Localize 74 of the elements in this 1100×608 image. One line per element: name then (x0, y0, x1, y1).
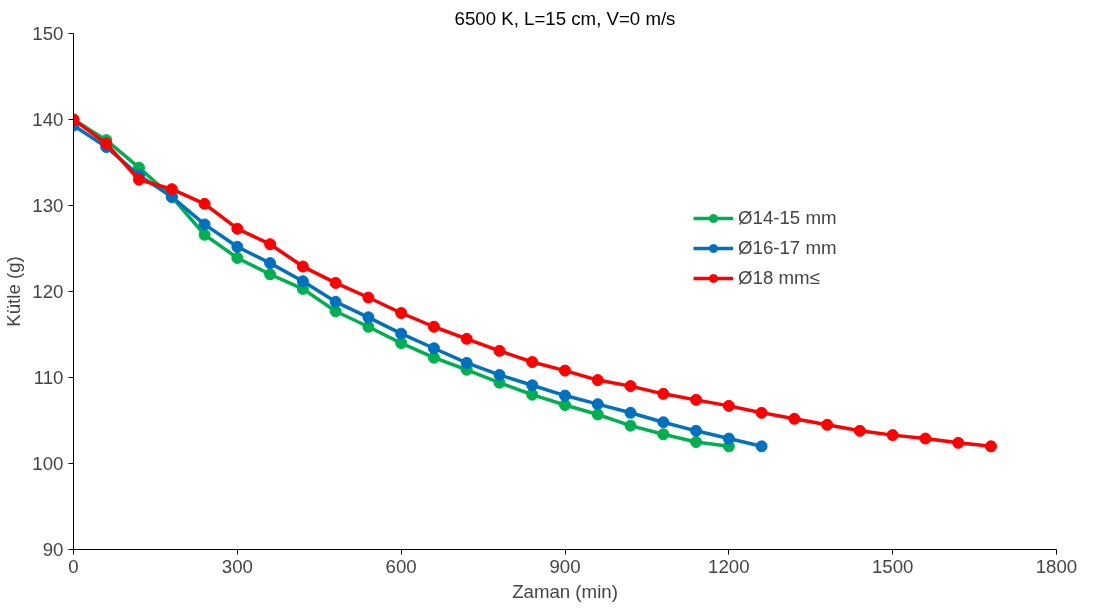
y-tick-label: 120 (32, 281, 64, 302)
point (493, 344, 506, 357)
y-tick-label: 90 (42, 539, 64, 560)
point (395, 307, 408, 319)
point (657, 416, 670, 429)
y-tick-label: 100 (32, 453, 64, 474)
x-tick-label: 600 (385, 555, 417, 577)
point (296, 275, 309, 288)
point (690, 393, 703, 406)
x-tick-label: 900 (549, 555, 581, 577)
point (133, 173, 146, 186)
y-tick-label: 140 (32, 109, 64, 130)
point (984, 440, 997, 453)
point (264, 238, 277, 251)
x-tick-label: 300 (221, 555, 253, 577)
point (853, 424, 866, 437)
point (264, 257, 277, 270)
point (231, 222, 244, 235)
chart-title: 6500 K, L=15 cm, V=0 m/s (454, 7, 676, 29)
point (591, 408, 604, 421)
point (886, 429, 899, 442)
y-tick-label: 130 (32, 195, 64, 216)
point (460, 332, 473, 345)
point (526, 379, 539, 392)
point (493, 368, 506, 381)
point (755, 406, 768, 419)
point (722, 399, 735, 412)
x-axis-title: Zaman (min) (512, 580, 618, 602)
point (919, 432, 932, 445)
x-tick-label: 1500 (871, 555, 914, 577)
point (526, 356, 539, 369)
point (657, 428, 670, 441)
point (624, 406, 637, 419)
point (165, 183, 178, 196)
point (395, 327, 408, 340)
point (329, 276, 342, 289)
point (296, 260, 309, 273)
point (657, 387, 670, 400)
point (427, 342, 440, 355)
point (362, 291, 375, 304)
x-tick-label: 1800 (1035, 555, 1078, 577)
point (264, 268, 277, 281)
point (395, 337, 408, 350)
point (624, 419, 637, 432)
point (198, 218, 211, 231)
x-tick-label: 0 (68, 555, 79, 577)
point (952, 436, 965, 449)
point (362, 311, 375, 324)
point (198, 197, 211, 210)
point (559, 399, 571, 412)
point (559, 389, 571, 402)
point (591, 374, 604, 387)
point (198, 228, 211, 241)
point (722, 432, 735, 445)
point (591, 398, 604, 411)
legend-label: Ø18 mm≤ (738, 267, 820, 289)
point (788, 412, 801, 425)
y-tick-label: 110 (33, 367, 64, 388)
point (755, 440, 768, 453)
point (460, 356, 473, 369)
x-tick-label: 1200 (708, 555, 750, 577)
point (231, 240, 244, 253)
point (329, 295, 342, 308)
y-axis-title: Kütle (g) (3, 256, 25, 327)
y-tick-label: 150 (32, 23, 64, 44)
legend-label: Ø14-15 mm (738, 207, 837, 229)
point (231, 251, 244, 264)
legend-label: Ø16-17 mm (738, 237, 837, 259)
point (690, 436, 703, 448)
point (821, 418, 834, 431)
point (427, 320, 440, 333)
point (624, 380, 637, 393)
point (690, 424, 703, 437)
point (559, 364, 571, 377)
